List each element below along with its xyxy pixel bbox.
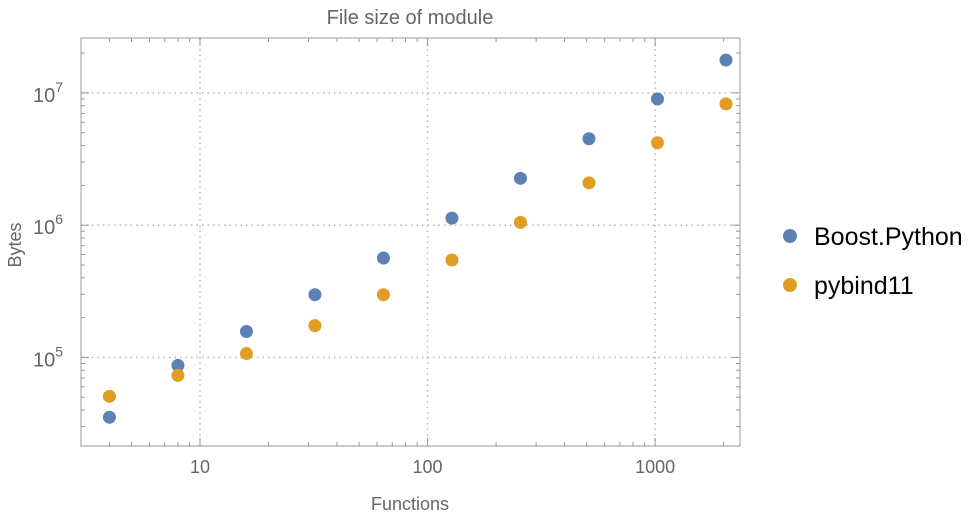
data-points xyxy=(102,53,733,424)
legend-marker xyxy=(783,229,797,243)
x-tick-label: 10 xyxy=(190,457,210,477)
data-point xyxy=(102,410,116,424)
y-tick-label: 106 xyxy=(33,211,63,239)
y-tick-label: 105 xyxy=(33,343,63,371)
data-point xyxy=(582,176,596,190)
data-point xyxy=(239,347,253,361)
data-point xyxy=(376,288,390,302)
plot-frame xyxy=(80,37,741,447)
data-point xyxy=(719,53,733,67)
chart-title: File size of module xyxy=(327,7,494,29)
data-point xyxy=(513,215,527,229)
legend-marker xyxy=(783,278,797,292)
grid xyxy=(81,38,740,446)
data-point xyxy=(650,92,664,106)
data-point xyxy=(582,132,596,146)
data-point xyxy=(376,251,390,265)
data-point xyxy=(308,319,322,333)
data-point xyxy=(239,325,253,339)
legend: Boost.Python pybind11 xyxy=(783,223,963,300)
data-point xyxy=(650,136,664,150)
legend-label: Boost.Python xyxy=(814,223,963,251)
x-axis-label: Functions xyxy=(371,494,449,513)
data-point xyxy=(445,253,459,267)
legend-label: pybind11 xyxy=(814,272,914,300)
y-axis-label: Bytes xyxy=(5,222,25,267)
data-point xyxy=(171,358,185,372)
data-point xyxy=(102,389,116,403)
data-point xyxy=(445,211,459,225)
data-point xyxy=(308,288,322,302)
data-point xyxy=(171,368,185,382)
y-tick-label: 107 xyxy=(33,79,63,107)
data-point xyxy=(719,97,733,111)
x-tick-label: 100 xyxy=(413,457,443,477)
x-tick-label: 1000 xyxy=(635,457,675,477)
data-point xyxy=(513,171,527,185)
